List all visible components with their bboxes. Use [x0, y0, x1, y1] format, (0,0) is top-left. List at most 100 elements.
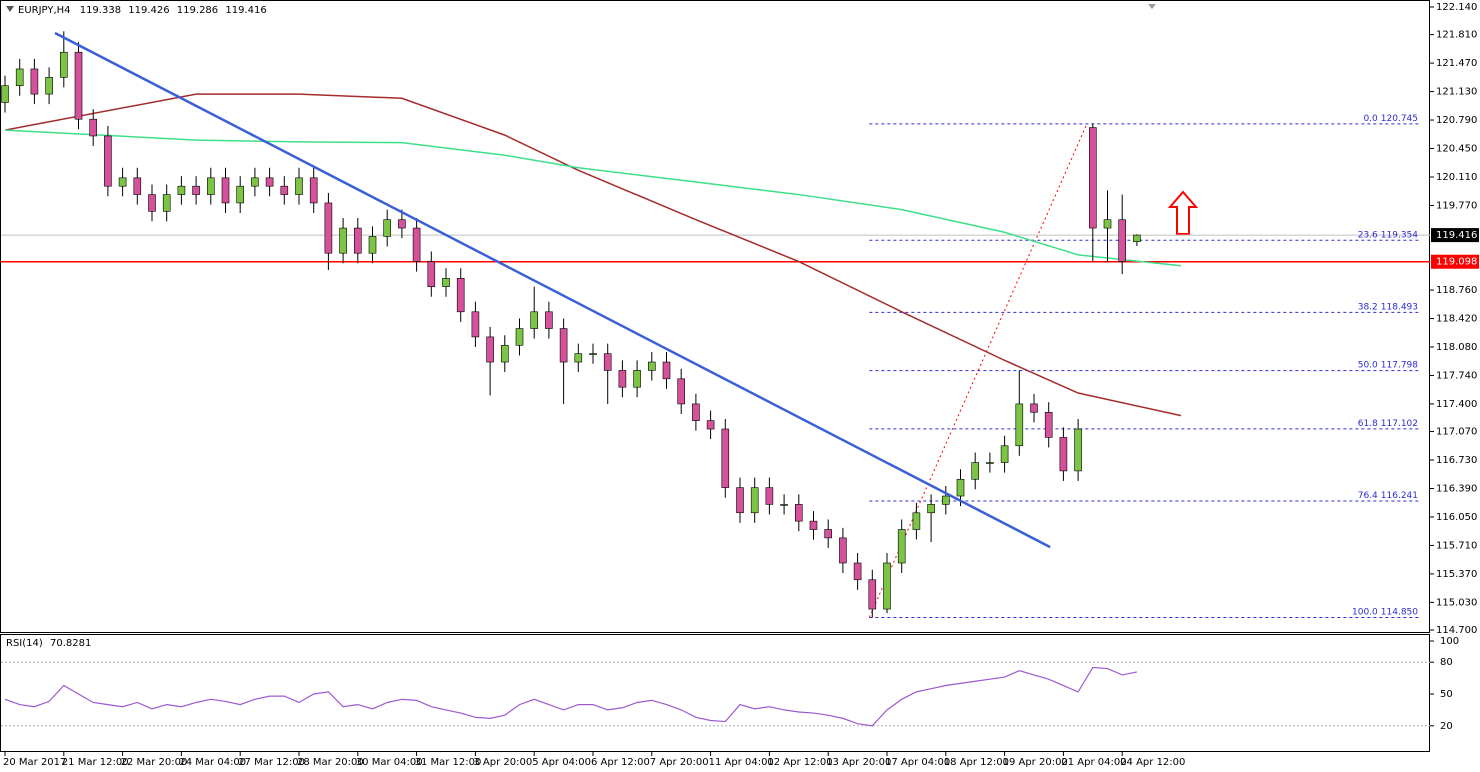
quote-low: 119.286 [177, 5, 218, 16]
fib-label: 23.6 119.354 [1358, 230, 1419, 240]
trendline [54, 31, 1051, 549]
candle-body [736, 487, 744, 514]
candle-body [309, 177, 318, 204]
fib-price: 118.493 [1381, 302, 1418, 312]
candle-body [118, 177, 127, 187]
fib-label: 100.0 114.850 [1352, 607, 1418, 617]
candle-body [618, 370, 627, 388]
candle-body [927, 504, 935, 514]
candle-body [1, 85, 9, 103]
candle-body [456, 278, 465, 313]
rsi-header: RSI(14) 70.8281 [6, 638, 91, 649]
x-tick-label: 7 Apr 20:00 [650, 757, 709, 768]
y-tick-label: 117.070 [1436, 427, 1477, 438]
y-tick-label: 114.700 [1436, 625, 1477, 636]
y-tick-label: 117.740 [1436, 370, 1477, 381]
fib-label: 61.8 117.102 [1358, 418, 1418, 428]
candle-body [897, 529, 906, 564]
fib-ratio: 38.2 [1358, 302, 1378, 312]
candle-body [280, 185, 289, 195]
candle-body [941, 495, 950, 505]
candle-body [133, 177, 142, 195]
x-tick-label: 20 Mar 2017 [3, 757, 66, 768]
candle-body [633, 370, 641, 388]
candle-body [692, 403, 700, 421]
fib-ratio: 100.0 [1352, 607, 1378, 617]
candle-body [986, 462, 994, 464]
fib-label: 50.0 117.798 [1358, 360, 1419, 370]
fib-price: 114.850 [1381, 607, 1418, 617]
candle-body [545, 311, 553, 329]
candle-body [442, 278, 450, 287]
candle-body [1103, 219, 1112, 229]
support-tag [1431, 254, 1479, 269]
x-tick-label: 24 Mar 04:00 [179, 757, 246, 768]
x-tick-label: 17 Apr 04:00 [885, 757, 950, 768]
x-tick-label: 30 Mar 04:00 [356, 757, 423, 768]
candle-body [794, 504, 803, 522]
y-tick-label: 120.110 [1436, 172, 1477, 183]
y-tick-label: 115.710 [1436, 540, 1477, 551]
candle-body [750, 487, 759, 514]
y-tick-label: 117.400 [1436, 399, 1477, 410]
candle-body [265, 177, 274, 187]
candle-body [104, 135, 112, 187]
candle-body [530, 311, 539, 329]
candle-body [1133, 234, 1141, 242]
x-tick-label: 11 Apr 04:00 [709, 757, 774, 768]
candle-body [74, 51, 83, 120]
y-tick-label: 115.370 [1436, 569, 1477, 580]
candle-body [677, 378, 686, 405]
candle-body [89, 118, 97, 137]
candle-body [1000, 445, 1009, 463]
rsi-value: 70.8281 [50, 638, 91, 649]
main-panel [0, 0, 1430, 633]
candle-body [251, 177, 259, 187]
candle-body [353, 227, 362, 254]
candle-body [500, 344, 509, 363]
x-tick-label: 22 Mar 20:00 [121, 757, 188, 768]
candle-body [471, 311, 480, 338]
candle-body [236, 185, 244, 204]
x-tick-label: 31 Mar 12:00 [415, 757, 482, 768]
fib-ratio: 0.0 [1363, 113, 1378, 123]
candle-body [30, 68, 39, 95]
candle-body [59, 51, 68, 78]
candle-body [1089, 127, 1097, 229]
x-tick-label: 24 Apr 12:00 [1120, 757, 1185, 768]
candle-body [427, 261, 436, 287]
candle-body [412, 227, 421, 262]
rsi-y-tick-label: 20 [1440, 721, 1453, 732]
y-tick-label: 119.770 [1436, 200, 1477, 211]
y-tick-label: 121.810 [1436, 30, 1477, 41]
candle-body [574, 353, 583, 363]
up-arrow [1167, 190, 1199, 235]
candle-body [324, 202, 333, 254]
candle-body [809, 520, 818, 530]
candle-body [45, 77, 53, 95]
y-tick-label: 121.470 [1436, 58, 1477, 69]
candle-body [589, 353, 597, 355]
y-tick-label: 120.450 [1436, 144, 1477, 155]
fib-ratio: 23.6 [1358, 230, 1378, 240]
fib-price: 117.102 [1381, 418, 1418, 428]
candle-body [177, 185, 186, 195]
candle-body [383, 219, 392, 237]
fib-price: 119.354 [1381, 230, 1418, 240]
quote-high: 119.426 [128, 5, 169, 16]
y-tick-label: 118.760 [1436, 285, 1477, 296]
quote-close: 119.416 [225, 5, 266, 16]
candle-body [824, 529, 833, 539]
candle-body [883, 562, 891, 610]
rsi-title: RSI(14) [6, 638, 43, 649]
quote-open: 119.338 [80, 5, 121, 16]
y-tick-label: 120.790 [1436, 115, 1477, 126]
symbol-icon [6, 6, 14, 12]
moving-average [4, 129, 1182, 267]
candle-body [15, 68, 24, 87]
y-tick-label: 122.140 [1436, 2, 1477, 13]
moving-average [4, 93, 1182, 417]
candle-body [912, 512, 921, 530]
x-tick-label: 12 Apr 12:00 [767, 757, 832, 768]
